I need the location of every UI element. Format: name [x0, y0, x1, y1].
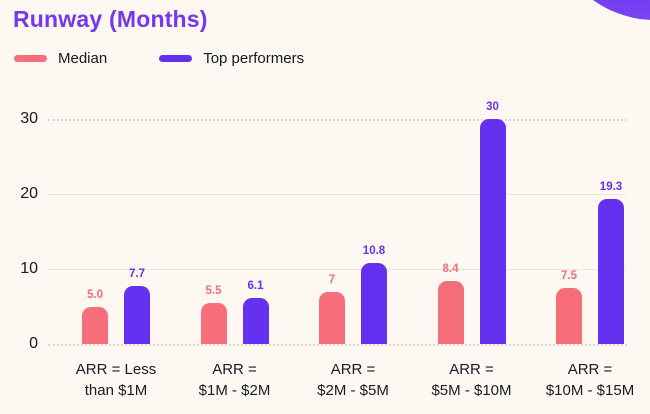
category-label: ARR = $1M - $2M	[198, 361, 271, 399]
bar-top-performers	[479, 119, 506, 344]
category-label: ARR = $5M - $10M	[431, 361, 512, 399]
y-tick-label: 0	[29, 335, 38, 352]
gridline-0	[48, 344, 627, 346]
value-label: 19.3	[599, 181, 623, 194]
bar-top-performers	[124, 286, 150, 344]
bar-median	[437, 281, 464, 344]
value-label: 5.0	[87, 288, 103, 301]
top-performers-swatch-icon	[159, 55, 193, 62]
bar-top-performers	[598, 199, 624, 344]
category-label: ARR = Less than $1M	[75, 361, 157, 399]
value-label: 10.8	[362, 245, 386, 257]
legend-item-top-performers: Top performers	[159, 50, 304, 67]
legend-label-median: Median	[58, 50, 108, 67]
bar-median	[200, 302, 227, 344]
category-label: ARR = $10M - $15M	[545, 361, 635, 399]
legend-item-median: Median	[14, 50, 107, 67]
value-label: 30	[486, 101, 499, 113]
bar-median	[82, 306, 108, 344]
value-label: 6.1	[247, 280, 264, 293]
legend-label-top-performers: Top performers	[203, 50, 305, 67]
bar-top-performers	[361, 263, 387, 344]
median-swatch-icon	[14, 55, 47, 62]
gridline-10	[48, 269, 627, 270]
value-label: 7.7	[129, 268, 145, 281]
chart-title: Runway (Months)	[13, 6, 208, 32]
y-tick-label: 10	[20, 260, 38, 277]
value-label: 5.5	[205, 284, 222, 297]
bar-top-performers	[242, 298, 269, 344]
y-tick-label: 20	[20, 185, 38, 202]
category-label: ARR = $2M - $5M	[317, 361, 389, 399]
bar-median	[556, 287, 582, 344]
gridline-30	[48, 119, 627, 121]
legend: Median Top performers	[14, 50, 304, 67]
gridline-20	[48, 194, 627, 195]
value-label: 7.5	[561, 269, 577, 282]
value-label: 8.4	[442, 263, 459, 275]
value-label: 7	[328, 273, 336, 286]
y-tick-label: 30	[20, 110, 38, 127]
bar-median	[319, 291, 345, 344]
